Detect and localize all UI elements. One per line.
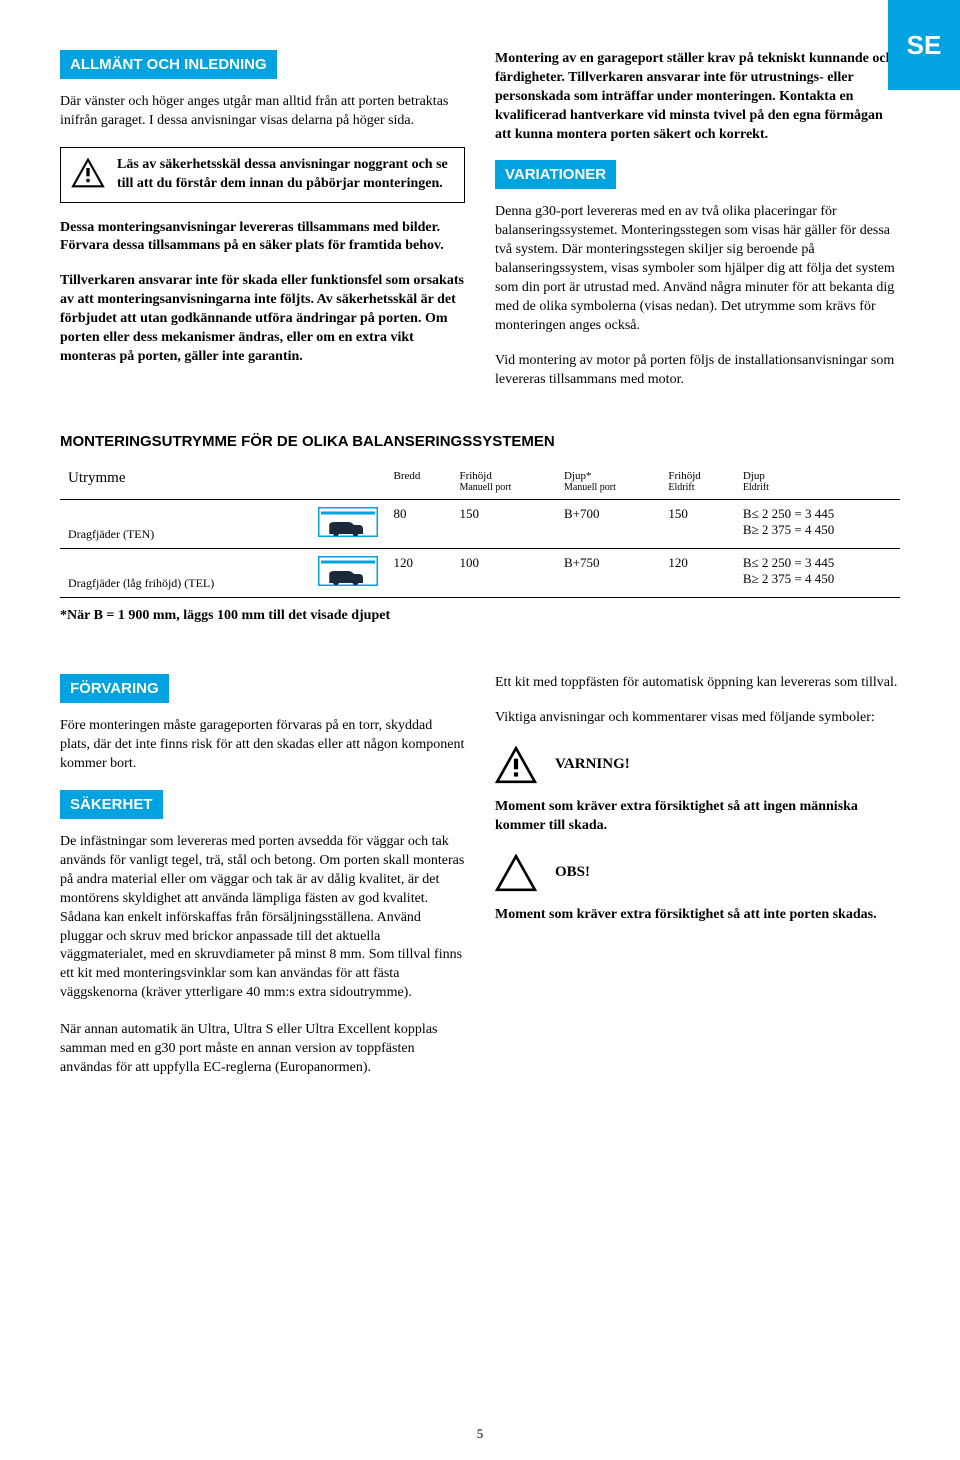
safety-paragraph-2: När annan automatik än Ultra, Ultra S el…: [60, 1021, 465, 1078]
th-utrymme: Utrymme: [60, 464, 386, 500]
cell-frihojd-manuell: 100: [451, 549, 555, 598]
varning-symbol-row: VARNING!: [495, 744, 900, 784]
th-frihojd-eldrift: Frihöjd Eldrift: [660, 464, 734, 500]
liability-disclaimer: Tillverkaren ansvarar inte för skada ell…: [60, 272, 465, 366]
obs-description: Moment som kräver extra försiktighet så …: [495, 906, 900, 925]
varning-description: Moment som kräver extra försiktighet så …: [495, 798, 900, 836]
intro-paragraph: Där vänster och höger anges utgår man al…: [60, 93, 465, 131]
cell-bredd: 80: [386, 500, 452, 549]
caution-icon: [495, 854, 537, 892]
cell-frihojd-eldrift: 120: [660, 549, 734, 598]
cell-djup-manuell: B+750: [556, 549, 660, 598]
th-bredd: Bredd: [386, 464, 452, 500]
table-title: MONTERINGSUTRYMME FÖR DE OLIKA BALANSERI…: [60, 433, 900, 450]
cell-bredd: 120: [386, 549, 452, 598]
warning-icon: [495, 746, 537, 784]
heading-variations: VARIATIONER: [495, 160, 616, 189]
instructions-with-images: Dessa monteringsanvisningar levereras ti…: [60, 219, 465, 257]
storage-paragraph: Före monteringen måste garageporten förv…: [60, 717, 465, 774]
cell-frihojd-eldrift: 150: [660, 500, 734, 549]
th-djup-manuell: Djup* Manuell port: [556, 464, 660, 500]
heading-general: ALLMÄNT OCH INLEDNING: [60, 50, 277, 79]
row-label: Dragfjäder (låg frihöjd) (TEL): [60, 549, 310, 598]
obs-label: OBS!: [555, 864, 590, 881]
table-footnote: *När B = 1 900 mm, läggs 100 mm till det…: [60, 608, 900, 624]
table-row: Dragfjäder (låg frihöjd) (TEL) 120 100 B…: [60, 549, 900, 598]
symbol-intro: Viktiga anvisningar och kommentarer visa…: [495, 709, 900, 728]
cell-djup-eldrift: B≤ 2 250 = 3 445B≥ 2 375 = 4 450: [735, 549, 900, 598]
heading-forvaring: FÖRVARING: [60, 674, 169, 703]
obs-symbol-row: OBS!: [495, 852, 900, 892]
garage-icon-cell: [310, 500, 386, 549]
topfasten-kit: Ett kit med toppfästen för automatisk öp…: [495, 674, 900, 693]
warning-icon: [71, 158, 105, 188]
th-djup-eldrift: Djup Eldrift: [735, 464, 900, 500]
varning-label: VARNING!: [555, 756, 630, 773]
heading-sakerhet: SÄKERHET: [60, 790, 163, 819]
garage-icon-cell: [310, 549, 386, 598]
table-row: Dragfjäder (TEN) 80 150 B+700 150 B≤ 2 2…: [60, 500, 900, 549]
variations-paragraph-1: Denna g30-port levereras med en av två o…: [495, 203, 900, 335]
page-number: 5: [477, 1426, 484, 1442]
cell-djup-eldrift: B≤ 2 250 = 3 445B≥ 2 375 = 4 450: [735, 500, 900, 549]
variations-paragraph-2: Vid montering av motor på porten följs d…: [495, 352, 900, 390]
warning-box-read-instructions: Läs av säkerhetsskäl dessa anvisningar n…: [60, 147, 465, 203]
safety-paragraph-1: De infästningar som levereras med porten…: [60, 833, 465, 1003]
clearance-table: Utrymme Bredd Frihöjd Manuell port Djup*…: [60, 464, 900, 598]
language-badge: SE: [888, 0, 960, 90]
cell-djup-manuell: B+700: [556, 500, 660, 549]
cell-frihojd-manuell: 150: [451, 500, 555, 549]
montering-requirements: Montering av en garageport ställer krav …: [495, 50, 900, 144]
th-frihojd-manuell: Frihöjd Manuell port: [451, 464, 555, 500]
warning-text: Läs av säkerhetsskäl dessa anvisningar n…: [117, 156, 454, 194]
row-label: Dragfjäder (TEN): [60, 500, 310, 549]
